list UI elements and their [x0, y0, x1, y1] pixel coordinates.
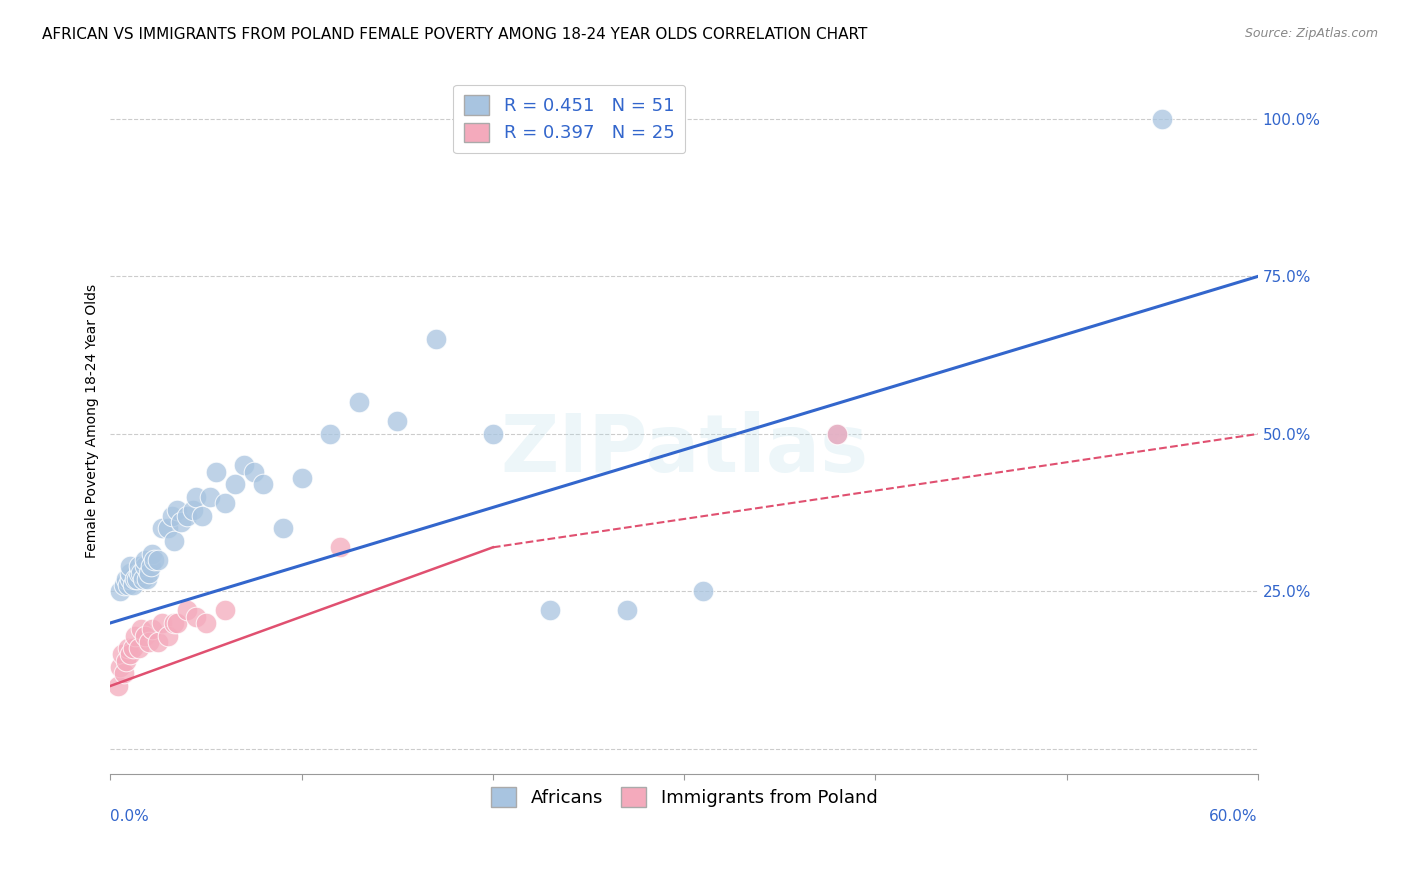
Point: [156, 628, 179, 642]
Point: [252, 477, 274, 491]
Point: [482, 426, 505, 441]
Point: [170, 515, 193, 529]
Point: [425, 333, 447, 347]
Point: [195, 615, 218, 630]
Y-axis label: Female Poverty Among 18-24 Year Olds: Female Poverty Among 18-24 Year Olds: [86, 285, 100, 558]
Point: [139, 559, 162, 574]
Point: [347, 395, 370, 409]
Point: [156, 521, 179, 535]
Point: [616, 603, 638, 617]
Point: [233, 458, 256, 473]
Point: [181, 502, 204, 516]
Point: [111, 648, 134, 662]
Point: [150, 615, 173, 630]
Point: [128, 641, 150, 656]
Point: [143, 553, 166, 567]
Point: [214, 496, 236, 510]
Point: [176, 603, 198, 617]
Point: [128, 559, 150, 574]
Point: [128, 566, 150, 580]
Legend: Africans, Immigrants from Poland: Africans, Immigrants from Poland: [484, 780, 884, 814]
Point: [122, 641, 145, 656]
Point: [114, 572, 136, 586]
Text: 0.0%: 0.0%: [111, 809, 149, 824]
Point: [186, 609, 208, 624]
Point: [291, 471, 314, 485]
Point: [134, 628, 156, 642]
Point: [124, 628, 146, 642]
Point: [224, 477, 246, 491]
Point: [214, 603, 236, 617]
Point: [825, 426, 848, 441]
Point: [118, 566, 141, 580]
Point: [271, 521, 294, 535]
Point: [148, 553, 170, 567]
Point: [692, 584, 714, 599]
Point: [243, 465, 266, 479]
Point: [186, 490, 208, 504]
Point: [162, 534, 184, 549]
Point: [160, 508, 183, 523]
Point: [117, 578, 139, 592]
Point: [191, 508, 214, 523]
Point: [122, 578, 145, 592]
Point: [112, 578, 135, 592]
Point: [329, 541, 352, 555]
Point: [118, 648, 141, 662]
Point: [134, 559, 156, 574]
Text: ZIPatlas: ZIPatlas: [501, 410, 869, 489]
Point: [118, 559, 141, 574]
Point: [319, 426, 342, 441]
Point: [132, 572, 155, 586]
Point: [162, 615, 184, 630]
Point: [129, 622, 152, 636]
Point: [127, 572, 149, 586]
Point: [108, 584, 131, 599]
Point: [150, 521, 173, 535]
Point: [134, 553, 156, 567]
Point: [825, 426, 848, 441]
Text: 60.0%: 60.0%: [1209, 809, 1258, 824]
Point: [117, 641, 139, 656]
Point: [114, 654, 136, 668]
Point: [141, 622, 163, 636]
Point: [108, 660, 131, 674]
Point: [538, 603, 561, 617]
Point: [107, 679, 129, 693]
Text: Source: ZipAtlas.com: Source: ZipAtlas.com: [1244, 27, 1378, 40]
Point: [204, 465, 226, 479]
Point: [135, 572, 157, 586]
Point: [148, 635, 170, 649]
Point: [141, 547, 163, 561]
Point: [166, 615, 188, 630]
Text: AFRICAN VS IMMIGRANTS FROM POLAND FEMALE POVERTY AMONG 18-24 YEAR OLDS CORRELATI: AFRICAN VS IMMIGRANTS FROM POLAND FEMALE…: [42, 27, 868, 42]
Point: [387, 414, 409, 428]
Point: [198, 490, 221, 504]
Point: [138, 635, 160, 649]
Point: [112, 666, 135, 681]
Point: [1152, 112, 1174, 126]
Point: [129, 566, 152, 580]
Point: [118, 572, 141, 586]
Point: [166, 502, 188, 516]
Point: [124, 572, 146, 586]
Point: [138, 566, 160, 580]
Point: [176, 508, 198, 523]
